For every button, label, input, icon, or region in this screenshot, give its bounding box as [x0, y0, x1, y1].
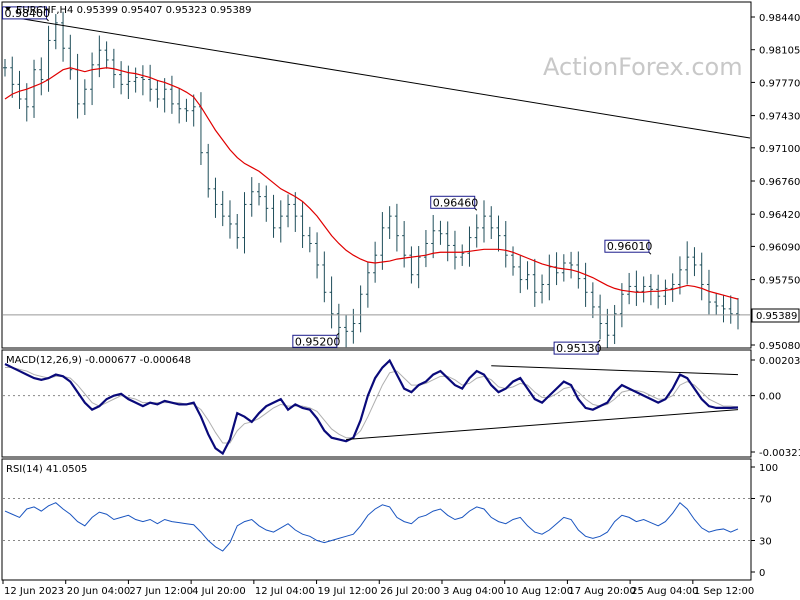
price-header: EURCHF,H4 0.95399 0.95407 0.95323 0.9538… [16, 5, 252, 16]
callout-box [430, 195, 476, 209]
time-tick-label: 26 Jul 20:00 [380, 586, 440, 597]
macd-header: MACD(12,26,9) -0.000677 -0.000648 [6, 355, 191, 366]
price-tick-label: 0.98440 [759, 13, 800, 24]
time-tick-label: 3 Aug 04:00 [443, 586, 504, 597]
price-tick-label: 0.95080 [759, 341, 800, 352]
rsi-tick-label: 70 [759, 495, 772, 506]
macd-tick-label: 0.00 [759, 392, 781, 403]
time-tick-label: 12 Jul 04:00 [255, 586, 315, 597]
time-tick-label: 1 Sep 12:00 [694, 586, 754, 597]
time-tick-label: 27 Jun 12:00 [129, 586, 193, 597]
time-axis: 12 Jun 2023 20 Jun 04:00 27 Jun 12:00 4 Jul… [2, 580, 754, 597]
price-tick-label: 0.98105 [759, 46, 800, 57]
rsi-panel-frame [1, 458, 752, 581]
time-tick-label: 17 Aug 20:00 [568, 586, 635, 597]
price-tick-label: 0.97100 [759, 144, 800, 155]
sma-line [4, 67, 739, 300]
price-lines [3, 15, 751, 316]
price-callouts: 0.98400 0.96460 0.96010 0.95200 0.95130 [2, 6, 653, 355]
macd-main-line [4, 358, 739, 456]
price-tick-label: 0.96760 [759, 177, 800, 188]
macd-lower-trendline [346, 409, 739, 440]
watermark-text: ActionForex.com [543, 53, 743, 81]
callout-label: 0.95130 [556, 342, 602, 355]
macd-lines [4, 358, 739, 456]
macd-panel-frame [1, 349, 752, 458]
callout-box [292, 334, 338, 348]
price-tick-label: 0.97770 [759, 78, 800, 89]
last-price-box [751, 308, 800, 323]
rsi-axis: 100 70 30 0 [3, 463, 778, 579]
price-trendline [4, 15, 751, 139]
macd-tick-label: -0.003214 [759, 448, 800, 459]
time-tick-label: 12 Jun 2023 [4, 586, 64, 597]
callout-label: 0.95200 [295, 335, 341, 348]
callout-box [2, 6, 48, 20]
callout-box [604, 239, 650, 253]
rsi-tick-label: 0 [759, 568, 765, 579]
time-tick-label: 20 Jun 04:00 [67, 586, 131, 597]
time-tick-label: 10 Aug 12:00 [506, 586, 573, 597]
rsi-header: RSI(14) 41.0505 [6, 464, 87, 475]
callout-label: 0.96010 [607, 240, 653, 253]
callout-label: 0.98400 [5, 7, 51, 20]
time-tick-label: 19 Jul 12:00 [318, 586, 378, 597]
price-axis: 0.98440 0.98105 0.97770 0.97430 0.97100 0.967… [751, 13, 800, 352]
rsi-line [4, 501, 739, 552]
macd-axis: 0.002031 0.00 -0.003214 [3, 356, 800, 459]
time-tick-label: 25 Aug 04:00 [631, 586, 698, 597]
price-tick-label: 0.96420 [759, 210, 800, 221]
price-tick-label: 0.96090 [759, 242, 800, 253]
price-tick-label: 0.95750 [759, 276, 800, 287]
rsi-tick-label: 30 [759, 537, 772, 548]
last-price-label: 0.95389 [756, 311, 797, 322]
price-tick-label: 0.97430 [759, 112, 800, 123]
time-tick-label: 4 Jul 20:00 [192, 586, 246, 597]
collapse-arrow-icon[interactable] [5, 7, 11, 11]
rsi-tick-label: 100 [759, 463, 778, 474]
macd-upper-trendline [491, 365, 739, 376]
macd-tick-label: 0.002031 [759, 356, 800, 367]
rsi-lines [4, 501, 739, 552]
callout-box [553, 341, 599, 355]
callout-label: 0.96460 [433, 196, 479, 209]
